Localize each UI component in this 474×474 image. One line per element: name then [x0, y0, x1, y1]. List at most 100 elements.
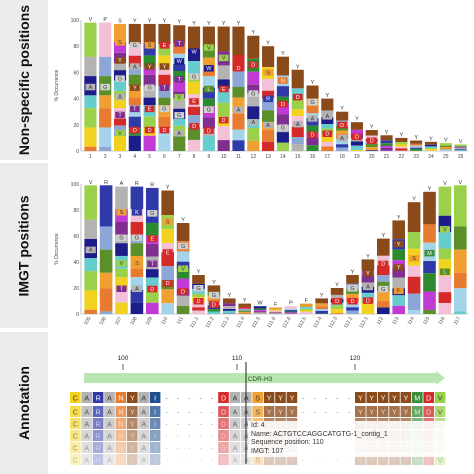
logo-residue-block: [189, 48, 199, 55]
logo-residue-block: [362, 283, 373, 291]
logo-residue-label: G: [118, 76, 122, 82]
logo-residue-label: T: [133, 107, 137, 113]
logo-top-residue: Y: [381, 233, 385, 239]
logo-residue-label: D: [192, 124, 196, 130]
sequence-cell: [70, 442, 81, 453]
logo-residue-block: [322, 130, 333, 138]
x-tick-label: 11: [236, 154, 241, 160]
sequence-cell: [104, 430, 115, 441]
sequence-residue: D: [221, 434, 226, 441]
logo-segment: [336, 144, 349, 148]
sequence-residue: Y: [392, 396, 397, 403]
sequence-cell: [138, 454, 149, 465]
logo-residue-label: D: [166, 281, 170, 287]
logo-column-2: PG: [99, 17, 112, 151]
sequence-cell: [263, 392, 275, 403]
logo-residue-label: D: [212, 302, 216, 308]
logo-segment: [321, 135, 334, 143]
logo-segment: [330, 309, 344, 314]
logo-column-19: YD: [350, 117, 364, 151]
logo-segment: [365, 144, 378, 148]
sequence-cell: [218, 418, 229, 429]
logo-residue-label: D: [236, 66, 240, 72]
logo-residue-label: V: [222, 56, 226, 62]
sequence-cell: [70, 418, 81, 429]
logo-segment: [202, 117, 215, 129]
logo-residue-block: [204, 85, 214, 93]
sequence-cell: [377, 454, 389, 465]
logo-residue-label: G: [381, 287, 385, 293]
x-tick-label: 16: [310, 154, 316, 160]
logo-residue-block: [204, 44, 214, 51]
x-tick-label: 112.5: [297, 316, 308, 330]
sequence-cell: [127, 454, 138, 465]
sequence-residue: -: [165, 458, 168, 465]
y-tick-label: 100: [71, 18, 80, 24]
sequence-residue: -: [314, 458, 317, 465]
sequence-cell: [70, 392, 81, 403]
sequence-cell: [172, 442, 184, 453]
logo-segment: [202, 98, 215, 107]
logo-residue-label: T: [151, 262, 155, 268]
logo-segment: [207, 299, 221, 302]
logo-segment: [187, 26, 201, 49]
logo-segment: [376, 255, 390, 266]
sequence-cell: [81, 430, 92, 441]
logo-residue-label: D: [366, 298, 370, 304]
sequence-residue: V: [438, 458, 443, 465]
logo-residue-label: G: [119, 236, 123, 242]
sequence-residue: Y: [290, 410, 295, 417]
logo-residue-label: E: [222, 87, 226, 93]
x-tick-label: 23: [413, 154, 419, 160]
logo-segment: [276, 114, 289, 126]
logo-segment: [232, 129, 245, 141]
sequence-residue: -: [348, 396, 351, 403]
logo-residue-block: [147, 260, 158, 268]
logo-residue-label: A: [237, 108, 241, 114]
sequence-residue: A: [84, 446, 89, 453]
logo-segment: [207, 309, 221, 312]
logo-segment: [130, 243, 144, 256]
sequence-cell: [92, 406, 104, 417]
logo-residue-label: G: [281, 125, 285, 131]
x-tick-label: 3: [119, 154, 122, 160]
sequence-cell: [149, 430, 161, 441]
logo-residue-block: [129, 42, 140, 49]
x-tick-label: 19: [354, 154, 360, 160]
logo-top-residue: R: [135, 181, 139, 187]
logo-segment: [99, 127, 112, 147]
logo-segment: [202, 76, 215, 88]
cdr-h3-region-bar[interactable]: [84, 373, 436, 383]
sequence-residue: A: [84, 458, 89, 465]
x-tick-label: 21: [384, 154, 390, 160]
annotation-label: Annotation: [16, 366, 32, 440]
logo-residue-label: V: [120, 261, 124, 267]
logo-residue-label: G: [196, 286, 200, 292]
logo-segment: [361, 309, 375, 314]
logo-segment: [453, 249, 467, 273]
logo-segment: [192, 302, 205, 308]
sequence-residue: A: [233, 410, 238, 417]
logo-residue-block: [204, 127, 214, 134]
logo-residue-block: [144, 84, 155, 91]
logo-residue-label: G: [310, 100, 314, 106]
logo-segment: [453, 311, 467, 314]
sequence-cell: [309, 392, 320, 403]
logo-segment: [380, 145, 393, 148]
sequence-cell: [92, 418, 104, 429]
sequence-cell: [104, 418, 115, 429]
sequence-residue: I: [154, 446, 156, 453]
sequence-cell: [127, 442, 138, 453]
logo-segment: [330, 305, 344, 310]
x-tick-label: 110: [160, 316, 169, 326]
logo-segment: [158, 44, 171, 56]
logo-segment: [439, 148, 452, 150]
sequence-residue: I: [154, 458, 156, 465]
logo-residue-label: R: [266, 97, 270, 103]
logo-top-residue: Y: [177, 20, 181, 26]
logo-segment: [145, 222, 159, 236]
logo-segment: [438, 248, 452, 260]
logo-segment: [145, 302, 159, 314]
logo-column-12: Y D G A: [247, 30, 260, 151]
sequence-residue: D: [221, 396, 226, 403]
